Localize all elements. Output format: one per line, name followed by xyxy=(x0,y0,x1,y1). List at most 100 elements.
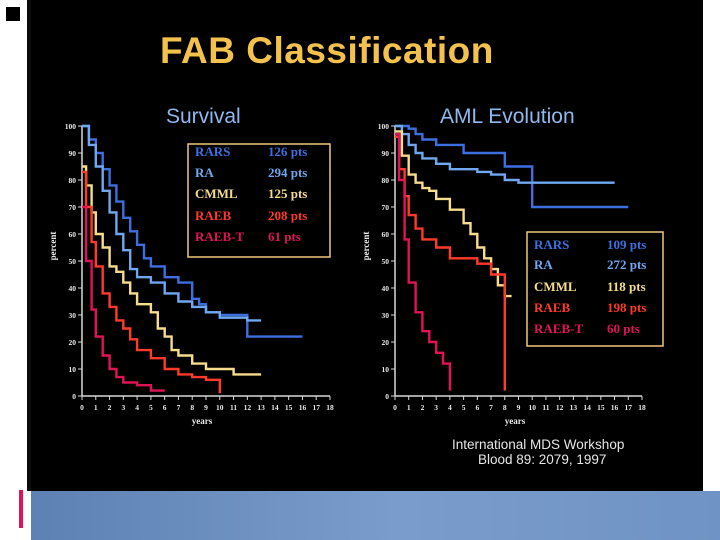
aml-x-tick-label: 8 xyxy=(503,403,507,412)
survival-legend-name: RA xyxy=(195,165,214,180)
survival-legend-count: 125 pts xyxy=(268,186,307,201)
aml-legend-name: RARS xyxy=(534,237,569,252)
aml-legend-count: 198 pts xyxy=(607,300,646,315)
aml-legend-count: 272 pts xyxy=(607,257,646,272)
survival-legend-count: 126 pts xyxy=(268,144,307,159)
left-divider-line xyxy=(27,0,31,491)
survival-legend-box xyxy=(187,143,331,258)
survival-x-tick-label: 17 xyxy=(312,403,320,412)
aml-x-tick-label: 5 xyxy=(462,403,466,412)
aml-series-raeb-t xyxy=(395,132,452,391)
aml-y-tick-label: 30 xyxy=(382,311,390,320)
survival-legend-name: RARS xyxy=(195,144,230,159)
survival-legend-count: 208 pts xyxy=(268,208,307,223)
aml-y-tick-label: 70 xyxy=(382,203,390,212)
survival-y-tick-label: 70 xyxy=(69,203,77,212)
aml-x-tick-label: 3 xyxy=(434,403,438,412)
survival-y-tick-label: 0 xyxy=(72,392,76,401)
aml-y-tick-label: 80 xyxy=(382,176,390,185)
survival-y-axis-label: percent xyxy=(48,232,58,261)
survival-legend-name: RAEB-T xyxy=(195,229,244,244)
survival-x-tick-label: 12 xyxy=(244,403,252,412)
aml-legend-count: 118 pts xyxy=(607,279,646,294)
aml-legend-name: RA xyxy=(534,257,553,272)
survival-x-tick-label: 15 xyxy=(285,403,293,412)
survival-chart-title: Survival xyxy=(166,105,241,128)
survival-series-cmml xyxy=(82,165,262,376)
aml-y-tick-label: 90 xyxy=(382,149,390,158)
survival-x-tick-label: 11 xyxy=(230,403,237,412)
credit-text: International MDS Workshop Blood 89: 207… xyxy=(452,437,624,467)
survival-series-raeb xyxy=(82,170,221,394)
aml-x-tick-label: 12 xyxy=(556,403,564,412)
aml-legend-count: 109 pts xyxy=(607,237,646,252)
left-margin-strip xyxy=(0,0,31,540)
survival-x-tick-label: 18 xyxy=(326,403,334,412)
aml-x-tick-label: 10 xyxy=(528,403,536,412)
aml-series-rars xyxy=(395,124,629,209)
aml-x-tick-label: 14 xyxy=(583,403,591,412)
survival-y-tick-label: 20 xyxy=(69,338,77,347)
aml-x-axis-label: years xyxy=(505,416,526,426)
aml-series-ra xyxy=(395,124,615,184)
aml-chart-title: AML Evolution xyxy=(440,105,575,128)
survival-legend-count: 61 pts xyxy=(268,229,301,244)
aml-x-tick-label: 11 xyxy=(542,403,549,412)
aml-legend-count: 60 pts xyxy=(607,321,640,336)
survival-y-tick-label: 50 xyxy=(69,257,77,266)
aml-x-tick-label: 9 xyxy=(517,403,521,412)
survival-x-axis-label: years xyxy=(192,416,213,426)
corner-marker xyxy=(6,7,20,21)
aml-y-tick-label: 50 xyxy=(382,257,390,266)
bottom-accent-band xyxy=(0,491,720,540)
survival-x-tick-label: 4 xyxy=(135,403,139,412)
aml-x-tick-label: 6 xyxy=(475,403,479,412)
survival-x-tick-label: 2 xyxy=(108,403,112,412)
aml-y-axis-label: percent xyxy=(361,232,371,261)
aml-y-tick-label: 20 xyxy=(382,338,390,347)
survival-x-tick-label: 9 xyxy=(204,403,208,412)
survival-legend-name: RAEB xyxy=(195,208,231,223)
survival-x-tick-label: 13 xyxy=(257,403,265,412)
aml-y-tick-label: 40 xyxy=(382,284,390,293)
survival-x-tick-label: 3 xyxy=(121,403,125,412)
survival-y-tick-label: 30 xyxy=(69,311,77,320)
survival-x-tick-label: 16 xyxy=(299,403,307,412)
survival-y-tick-label: 40 xyxy=(69,284,77,293)
aml-x-tick-label: 2 xyxy=(421,403,425,412)
survival-x-tick-label: 14 xyxy=(271,403,279,412)
survival-x-tick-label: 5 xyxy=(149,403,153,412)
survival-y-tick-label: 100 xyxy=(65,122,77,131)
survival-legend-count: 294 pts xyxy=(268,165,307,180)
survival-x-tick-label: 0 xyxy=(80,403,84,412)
aml-x-tick-label: 15 xyxy=(597,403,605,412)
survival-y-tick-label: 60 xyxy=(69,230,77,239)
aml-legend-name: RAEB xyxy=(534,300,570,315)
survival-x-tick-label: 1 xyxy=(94,403,98,412)
survival-y-tick-label: 10 xyxy=(69,365,77,374)
survival-x-tick-label: 10 xyxy=(216,403,224,412)
aml-y-tick-label: 60 xyxy=(382,230,390,239)
aml-series-cmml xyxy=(395,130,512,298)
pink-accent-bar xyxy=(19,490,23,528)
aml-x-tick-label: 4 xyxy=(448,403,452,412)
aml-x-tick-label: 13 xyxy=(570,403,578,412)
aml-x-tick-label: 18 xyxy=(638,403,646,412)
survival-series-ra xyxy=(82,124,262,322)
aml-x-tick-label: 7 xyxy=(489,403,493,412)
aml-y-tick-label: 10 xyxy=(382,365,390,374)
slide-title: FAB Classification xyxy=(160,30,494,71)
aml-legend-name: RAEB-T xyxy=(534,321,583,336)
aml-y-tick-label: 0 xyxy=(385,392,389,401)
survival-x-tick-label: 8 xyxy=(190,403,194,412)
credit-line-2: Blood 89: 2079, 1997 xyxy=(478,452,607,467)
credit-line-1: International MDS Workshop xyxy=(452,437,625,452)
aml-legend-name: CMML xyxy=(534,279,577,294)
survival-x-tick-label: 7 xyxy=(177,403,181,412)
survival-series-raeb-t xyxy=(82,205,165,392)
survival-legend-name: CMML xyxy=(195,186,238,201)
aml-y-tick-label: 100 xyxy=(378,122,390,131)
survival-x-tick-label: 6 xyxy=(163,403,167,412)
survival-y-tick-label: 80 xyxy=(69,176,77,185)
